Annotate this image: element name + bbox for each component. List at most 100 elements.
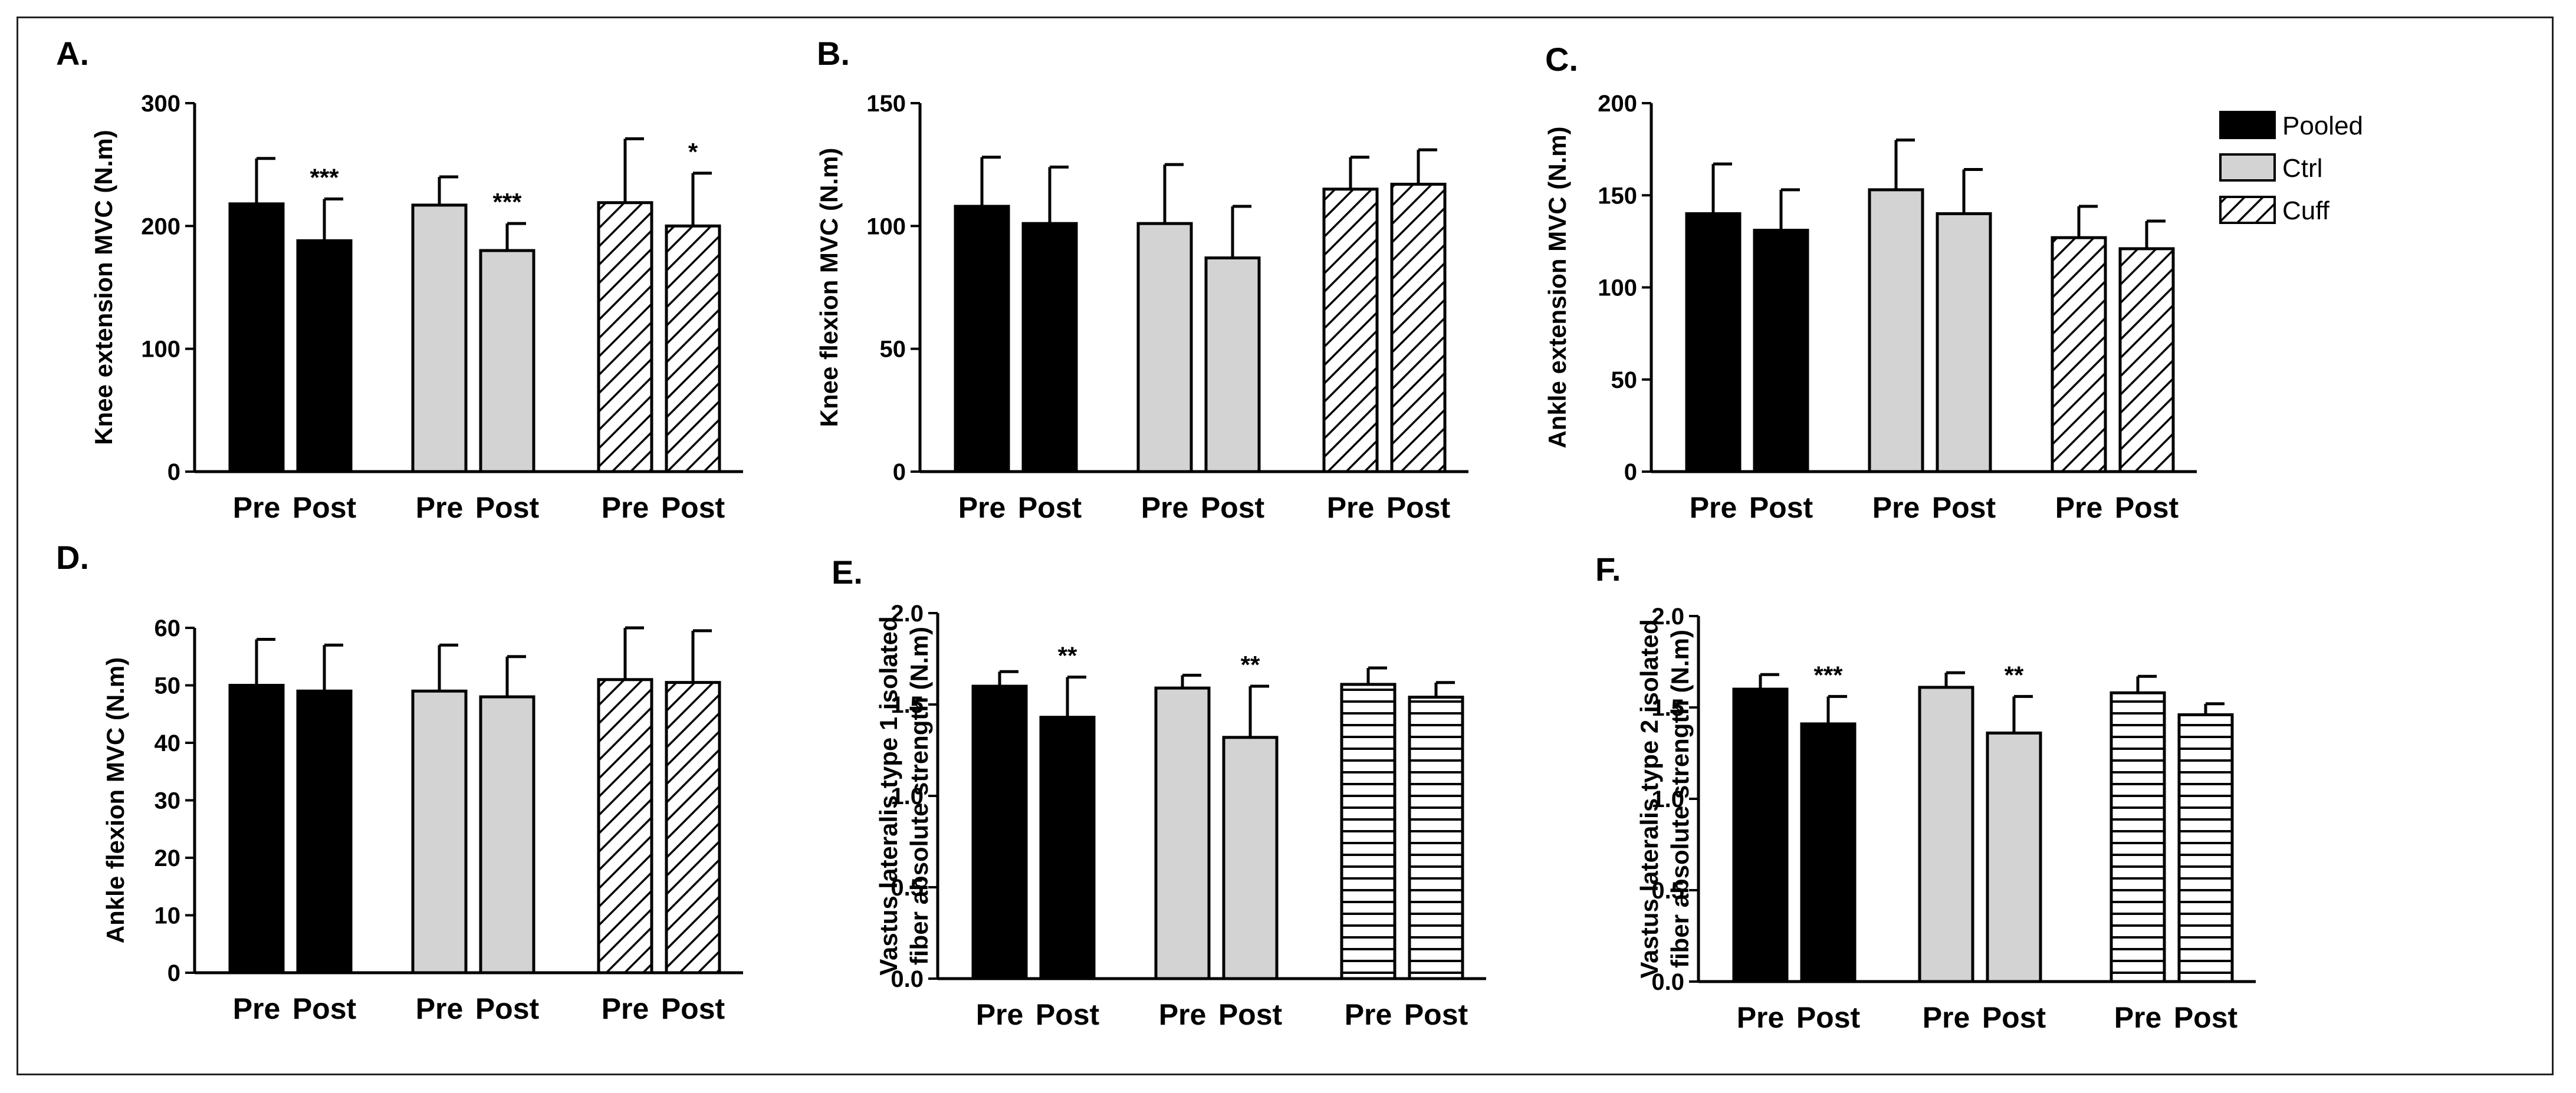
- bar: [1154, 686, 1211, 980]
- bar: [971, 684, 1028, 980]
- x-category-label: Pre: [602, 992, 649, 1025]
- bar: [2118, 247, 2175, 473]
- x-category-label: Post: [2115, 491, 2179, 524]
- figure-frame: [17, 17, 2554, 1075]
- y-tick-label: 50: [1611, 367, 1638, 393]
- bar: [1222, 736, 1279, 980]
- panel-letter: E.: [832, 554, 863, 591]
- x-category-label: Post: [661, 992, 725, 1025]
- y-tick-label: 10: [155, 903, 181, 929]
- x-category-label: Pre: [1141, 491, 1189, 524]
- panel-d: D. 0 10 20 30 40 50 60 Ankle flexion MVC (N.m) Pr…: [56, 539, 743, 1025]
- significance-label: **: [1241, 651, 1260, 679]
- bar: [1868, 188, 1924, 473]
- y-tick-label: 200: [141, 213, 180, 239]
- y-axis-label: Ankle flexion MVC (N.m): [101, 657, 129, 943]
- legend-swatch: [2219, 153, 2276, 182]
- x-category-label: Pre: [2114, 1001, 2162, 1034]
- x-category-label: Pre: [1327, 491, 1375, 524]
- bar: [1340, 683, 1397, 980]
- x-category-label: Post: [1932, 491, 1996, 524]
- x-category-label: Post: [293, 491, 357, 524]
- y-tick-label: 0: [893, 459, 906, 485]
- y-tick-label: 0: [1624, 459, 1637, 485]
- bar: [1039, 716, 1096, 980]
- y-tick-label: 0.0: [1651, 969, 1684, 995]
- bar: [1685, 212, 1742, 473]
- significance-label: ***: [1813, 661, 1843, 689]
- y-tick-label: 20: [155, 845, 181, 871]
- panel-letter: B.: [817, 35, 850, 72]
- x-category-label: Pre: [2055, 491, 2103, 524]
- bar: [1800, 722, 1857, 983]
- bar: [665, 681, 721, 975]
- y-tick-label: 200: [1598, 91, 1637, 117]
- significance-label: ***: [492, 188, 522, 216]
- y-axis-label-line: fiber absolute strength (N.m): [1666, 630, 1694, 968]
- legend-label: Pooled: [2282, 111, 2363, 140]
- y-tick-label: 30: [155, 788, 181, 814]
- y-tick-label: 0.5: [1651, 878, 1684, 904]
- y-tick-label: 100: [1598, 275, 1637, 301]
- bar: [2177, 713, 2234, 983]
- legend-swatch: [2219, 196, 2276, 224]
- significance-label: ***: [310, 164, 339, 192]
- x-category-label: Post: [1386, 491, 1451, 524]
- x-category-label: Pre: [1872, 491, 1920, 524]
- y-axis-label: Knee flexion MVC (N.m): [815, 148, 843, 427]
- y-axis-label: Vastus lateralis type 2 isolated fiber ab…: [1635, 619, 1694, 978]
- panel-letter: A.: [56, 35, 89, 72]
- legend-swatch: [2219, 111, 2276, 139]
- x-category-label: Post: [661, 491, 725, 524]
- y-axis-label-line: Vastus lateralis type 2 isolated: [1635, 619, 1663, 978]
- bar: [1136, 222, 1193, 473]
- y-tick-label: 2.0: [1651, 604, 1684, 630]
- x-category-label: Post: [1036, 998, 1100, 1031]
- x-category-label: Pre: [976, 998, 1024, 1031]
- x-category-label: Post: [475, 992, 540, 1025]
- x-category-label: Pre: [416, 992, 464, 1025]
- x-category-label: Post: [1404, 998, 1468, 1031]
- bar: [1986, 731, 2042, 983]
- y-tick-label: 0.5: [891, 875, 924, 901]
- legend-label: Ctrl: [2282, 154, 2322, 183]
- x-category-label: Post: [2174, 1001, 2238, 1034]
- significance-label: **: [2005, 661, 2024, 689]
- bar: [1390, 183, 1447, 473]
- y-tick-label: 300: [141, 91, 180, 117]
- x-category-label: Pre: [416, 491, 464, 524]
- x-category-label: Post: [1749, 491, 1813, 524]
- bar: [228, 202, 285, 473]
- bar: [597, 201, 653, 473]
- bar: [2051, 236, 2107, 473]
- x-category-label: Pre: [1923, 1001, 1970, 1034]
- bar: [1936, 212, 1992, 473]
- bar: [1918, 686, 1974, 983]
- bar: [228, 684, 285, 975]
- y-tick-label: 0.0: [891, 966, 924, 992]
- x-category-label: Pre: [1737, 1001, 1785, 1034]
- bar: [1732, 687, 1789, 983]
- legend-label: Cuff: [2282, 196, 2330, 225]
- bar: [2110, 691, 2166, 983]
- y-tick-label: 1.5: [1651, 695, 1684, 721]
- bar: [954, 205, 1010, 473]
- bar: [296, 689, 353, 975]
- bar: [665, 224, 721, 473]
- y-tick-label: 1.0: [1651, 786, 1684, 812]
- bar: [597, 678, 653, 975]
- x-category-label: Post: [1201, 491, 1265, 524]
- y-tick-label: 50: [880, 337, 906, 363]
- x-category-label: Pre: [233, 491, 281, 524]
- x-category-label: Pre: [1690, 491, 1737, 524]
- x-category-label: Pre: [1159, 998, 1207, 1031]
- y-axis-label-line: fiber absolute strength (N.m): [905, 627, 933, 965]
- bar: [479, 249, 535, 473]
- panel-letter: D.: [56, 539, 89, 576]
- y-axis-label-line: Vastus lateralis type 1 isolated: [875, 616, 902, 975]
- x-category-label: Pre: [958, 491, 1006, 524]
- significance-label: **: [1058, 642, 1077, 670]
- x-category-label: Pre: [1345, 998, 1392, 1031]
